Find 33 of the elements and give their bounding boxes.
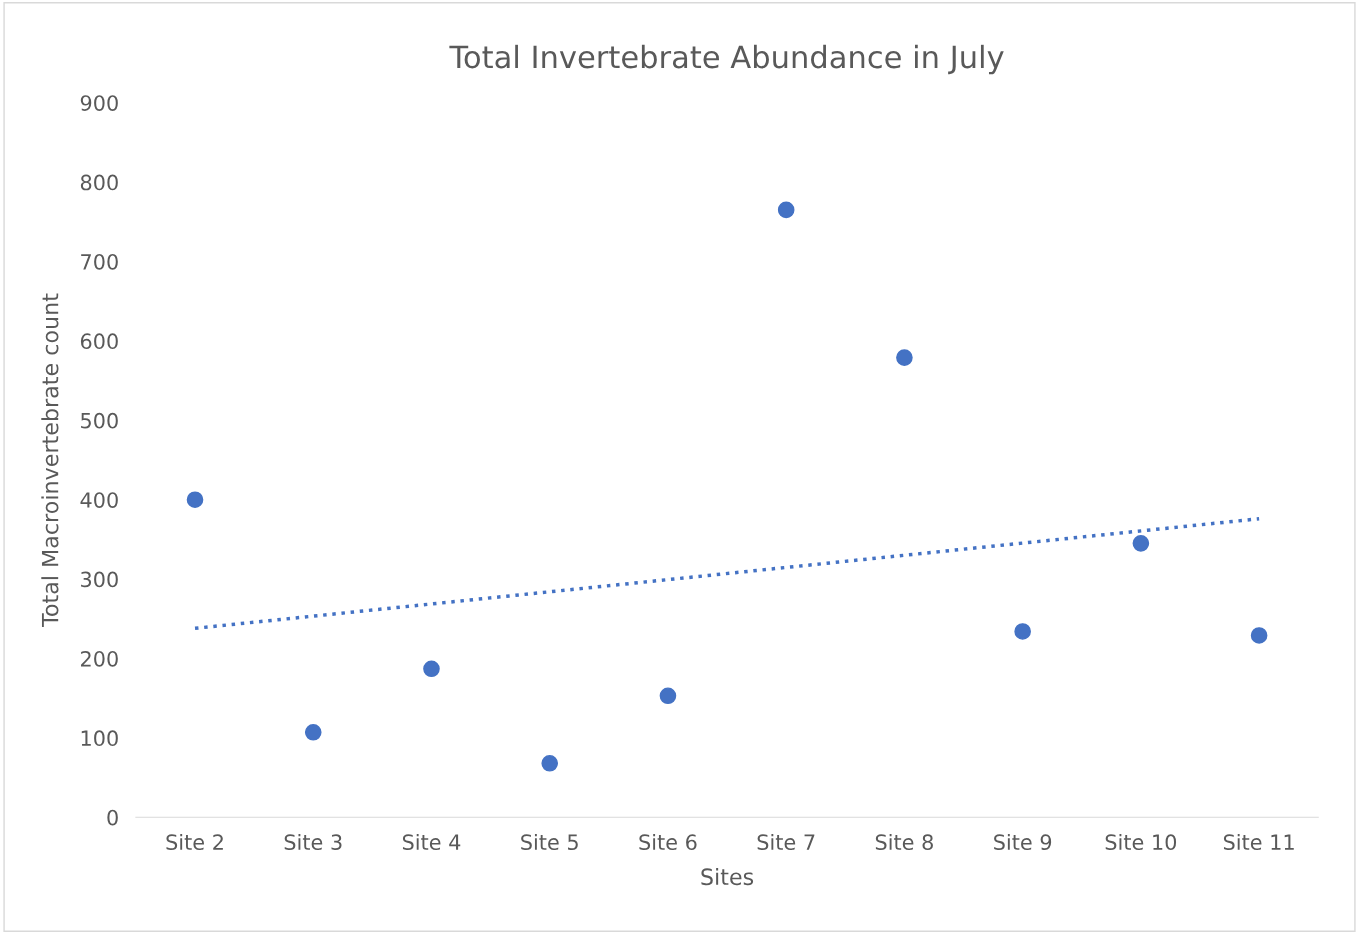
y-tick-label: 500 — [81, 412, 118, 429]
point — [304, 724, 322, 741]
point — [541, 754, 559, 772]
point — [659, 687, 677, 705]
y-tick-label: 400 — [80, 492, 118, 508]
point — [1250, 627, 1268, 644]
x-axis-title: Sites — [701, 867, 754, 886]
x-tick-label: Site 10 — [1105, 833, 1177, 851]
y-tick-label: 600 — [80, 333, 118, 350]
y-tick-label: 200 — [80, 650, 118, 667]
y-tick-label: 100 — [81, 730, 118, 747]
x-tick-label: Site 5 — [521, 833, 578, 851]
point — [777, 201, 795, 219]
y-tick-label: 800 — [80, 174, 118, 191]
x-tick-label: Site 4 — [402, 833, 461, 851]
x-tick-label: Site 2 — [166, 833, 223, 851]
y-tick-label: 0 — [107, 809, 118, 826]
point — [423, 660, 440, 678]
x-tick-label: Site 6 — [639, 833, 697, 851]
point — [186, 491, 204, 508]
y-tick-label: 700 — [81, 253, 118, 270]
point — [1132, 535, 1150, 552]
chart-title: Total Invertebrate Abundance in July — [449, 44, 1004, 75]
x-tick-label: Site 8 — [875, 833, 933, 851]
x-tick-label: Site 9 — [994, 833, 1052, 851]
x-tick-label: Site 3 — [284, 833, 342, 851]
y-axis-title: Total Macroinvertebrate count — [41, 293, 59, 627]
point — [1014, 623, 1031, 640]
y-tick-label: 300 — [81, 571, 118, 588]
point — [896, 349, 913, 366]
y-tick-label: 900 — [80, 95, 118, 111]
x-tick-label: Site 7 — [757, 833, 815, 851]
x-tick-label: Site 11 — [1223, 833, 1294, 851]
